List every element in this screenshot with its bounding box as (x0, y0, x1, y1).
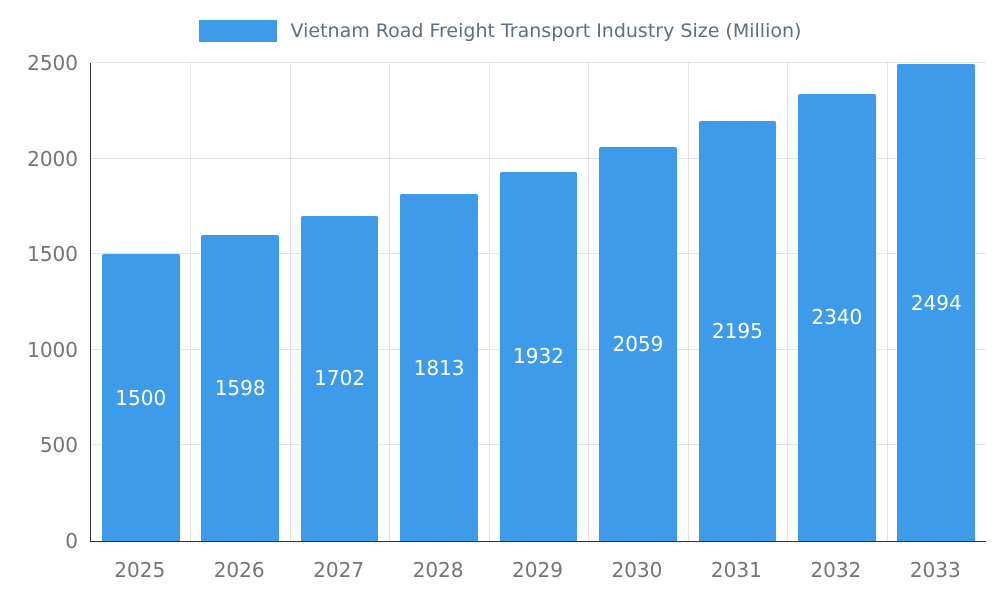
x-tick-label: 2031 (710, 558, 762, 582)
y-tick-label: 500 (39, 433, 78, 458)
bar-value-label: 1702 (314, 366, 366, 391)
bar-value-label: 2494 (910, 290, 962, 315)
y-tick-label: 1000 (27, 337, 78, 362)
y-tick-label: 2000 (27, 146, 78, 171)
bar-value-label: 2059 (612, 332, 664, 357)
v-gridline (389, 63, 391, 541)
x-tick-label: 2027 (313, 558, 365, 582)
x-tick-label: 2028 (412, 558, 464, 582)
bar-value-label: 2195 (711, 319, 763, 344)
x-tick-label: 2030 (611, 558, 663, 582)
x-tick-label: 2032 (810, 558, 862, 582)
bar-2032: 2340 (798, 93, 876, 541)
bar-value-label: 2340 (811, 305, 863, 330)
bar-value-label: 1813 (413, 355, 465, 380)
bar-2025: 1500 (101, 254, 180, 541)
v-gridline (787, 63, 789, 541)
chart-legend: Vietnam Road Freight Transport Industry … (0, 16, 1000, 46)
y-axis-labels: 0 500 1000 1500 2000 2500 (0, 51, 78, 553)
bar-2031: 2195 (698, 121, 777, 541)
plot-area: 1500 1598 1702 1813 1932 2059 2195 2340 2494 (90, 62, 986, 542)
y-tick-label: 2500 (27, 51, 78, 75)
bar-value-label: 1500 (115, 385, 167, 410)
y-tick-label: 1500 (27, 242, 78, 267)
bar-2027: 1702 (300, 215, 379, 541)
v-gridline (588, 63, 590, 541)
bar-2030: 2059 (599, 147, 677, 541)
x-tick-label: 2025 (114, 558, 166, 582)
h-gridline (91, 62, 986, 63)
v-gridline (488, 63, 490, 541)
v-gridline (190, 63, 192, 541)
bar-value-label: 1932 (513, 344, 564, 369)
bar-2033: 2494 (897, 64, 976, 541)
bar-2026: 1598 (201, 235, 279, 541)
legend-swatch (198, 20, 277, 42)
bar-value-label: 1598 (214, 376, 266, 401)
v-gridline (886, 63, 888, 541)
v-gridline (687, 63, 689, 541)
x-axis-labels: 2025 2026 2027 2028 2029 2030 2031 2032 2033 (90, 552, 985, 588)
x-tick-label: 2026 (213, 558, 265, 582)
h-gridline (91, 157, 986, 159)
y-tick-label: 0 (65, 529, 78, 553)
chart-title: Vietnam Road Freight Transport Industry … (290, 20, 802, 42)
x-tick-label: 2033 (909, 558, 961, 582)
bar-2029: 1932 (499, 171, 578, 541)
x-tick-label: 2029 (512, 558, 563, 582)
bar-2028: 1813 (400, 194, 478, 541)
v-gridline (289, 63, 291, 541)
